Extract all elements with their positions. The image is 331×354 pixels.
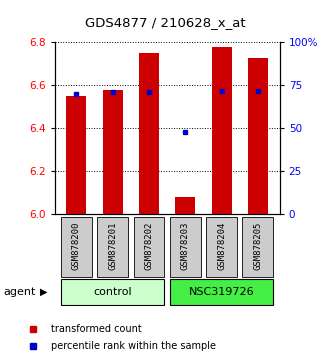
Text: ▶: ▶ xyxy=(40,287,48,297)
Bar xyxy=(134,217,165,276)
Bar xyxy=(67,96,86,214)
Bar xyxy=(103,90,123,214)
Bar xyxy=(206,217,237,276)
Text: GSM878202: GSM878202 xyxy=(145,222,154,270)
Text: GDS4877 / 210628_x_at: GDS4877 / 210628_x_at xyxy=(85,16,246,29)
Bar xyxy=(248,57,268,214)
Bar xyxy=(175,197,195,214)
Text: GSM878200: GSM878200 xyxy=(72,222,81,270)
Bar xyxy=(212,47,232,214)
Text: GSM878203: GSM878203 xyxy=(181,222,190,270)
Bar xyxy=(170,279,273,305)
Bar xyxy=(97,217,128,276)
Text: transformed count: transformed count xyxy=(51,324,142,333)
Bar xyxy=(243,217,273,276)
Bar xyxy=(61,217,92,276)
Text: NSC319726: NSC319726 xyxy=(189,287,255,297)
Text: GSM878201: GSM878201 xyxy=(108,222,117,270)
Bar xyxy=(61,279,165,305)
Text: GSM878205: GSM878205 xyxy=(254,222,262,270)
Text: agent: agent xyxy=(3,287,36,297)
Text: control: control xyxy=(93,287,132,297)
Text: GSM878204: GSM878204 xyxy=(217,222,226,270)
Bar xyxy=(139,53,159,214)
Text: percentile rank within the sample: percentile rank within the sample xyxy=(51,341,216,351)
Bar xyxy=(170,217,201,276)
